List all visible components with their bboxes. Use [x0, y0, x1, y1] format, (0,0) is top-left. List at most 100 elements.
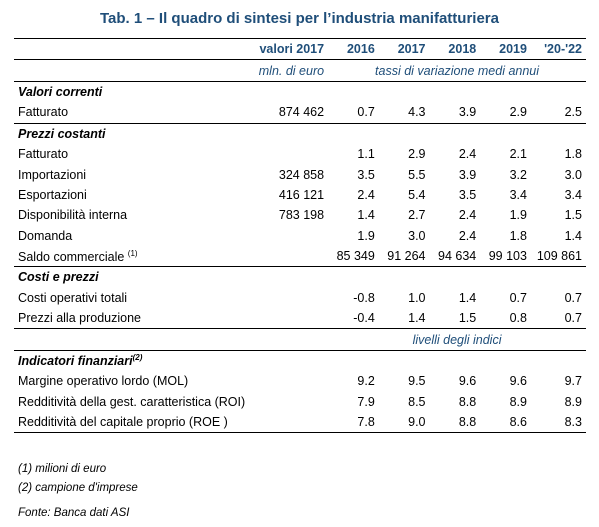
indices-row: livelli degli indici: [14, 328, 586, 351]
row-label: Redditività della gest. caratteristica (…: [18, 394, 246, 409]
row-cell: 1.5: [564, 208, 582, 223]
table-row: Redditività della gest. caratteristica (…: [14, 392, 586, 412]
row-label: Margine operativo lordo (MOL): [18, 374, 189, 389]
row-cell: 2.9: [480, 102, 531, 124]
units-row: mln. di euro tassi di variazione medi an…: [14, 59, 586, 82]
row-value: [249, 392, 328, 412]
section-row: Indicatori finanziari(2): [14, 350, 586, 371]
row-label: Importazioni: [18, 167, 87, 182]
section-valori-correnti: Valori correnti: [18, 84, 103, 99]
row-cell: -0.8: [353, 290, 375, 305]
row-label: Fatturato: [18, 147, 69, 162]
row-cell: 1.4: [357, 208, 375, 223]
row-label-text: Saldo commerciale: [18, 249, 125, 264]
header-year: 2018: [429, 37, 481, 61]
note-2: (2) campione d'imprese: [18, 482, 138, 494]
header-year: '20-'22: [530, 37, 586, 61]
table-row: Prezzi alla produzione -0.4 1.4 1.5 0.8 0.7: [14, 308, 586, 330]
row-cell: 8.8: [458, 394, 477, 409]
section-indicatori-label: Indicatori finanziari: [18, 354, 133, 369]
header-year: 2017: [378, 37, 430, 61]
row-label: Redditività del capitale proprio (ROE ): [14, 412, 250, 434]
section-indicatori: Indicatori finanziari(2): [14, 350, 586, 371]
header-year: 2019: [480, 37, 531, 61]
row-label: Saldo commerciale (1): [14, 245, 250, 268]
row-cell: 9.0: [378, 412, 430, 434]
row-value: [249, 308, 329, 330]
row-cell: 7.9: [357, 394, 375, 409]
row-cell: 5.4: [408, 187, 426, 202]
section-prezzi-costanti: Prezzi costanti: [18, 126, 106, 141]
row-value: 874 462: [249, 102, 329, 124]
row-cell: 8.5: [408, 394, 426, 409]
row-cell: 1.5: [429, 308, 481, 330]
row-cell: 8.9: [509, 394, 527, 409]
row-cell: 4.3: [378, 102, 430, 124]
row-cell: 3.2: [509, 167, 527, 182]
row-cell: -0.4: [328, 308, 379, 330]
header-row: valori 2017 2016 2017 2018 2019 '20-'22: [14, 37, 586, 61]
header-value: valori 2017: [249, 37, 329, 61]
row-cell: 2.5: [530, 102, 586, 124]
row-value: [249, 144, 328, 164]
row-cell: 2.4: [357, 187, 375, 202]
header-year: 2016: [328, 37, 379, 61]
row-cell: 109 861: [530, 245, 586, 268]
section-row: Costi e prezzi: [14, 267, 586, 288]
row-label: Esportazioni: [18, 187, 87, 202]
indices-label: livelli degli indici: [328, 328, 586, 351]
note-1: (1) milioni di euro: [18, 463, 107, 475]
row-cell: 1.4: [458, 290, 477, 305]
row-cell: 3.5: [458, 187, 477, 202]
table-row: Redditività del capitale proprio (ROE ) 7…: [14, 412, 586, 434]
value-unit: mln. di euro: [249, 59, 329, 82]
table-row: Domanda 1.9 3.0 2.4 1.8 1.4: [14, 226, 586, 246]
row-label: Domanda: [18, 228, 73, 243]
row-cell: 2.9: [408, 147, 426, 162]
row-cell: 0.7: [328, 102, 379, 124]
table-row: Margine operativo lordo (MOL) 9.2 9.5 9.6 9.…: [14, 371, 586, 391]
row-cell: 9.7: [564, 374, 582, 389]
header-label: [14, 37, 250, 61]
section-row: Valori correnti: [14, 81, 586, 102]
row-value: [249, 371, 328, 391]
row-label-note: (1): [127, 248, 138, 258]
row-label: Fatturato: [14, 102, 250, 124]
table-row: Saldo commerciale (1) 85 349 91 264 94 634 9…: [14, 245, 586, 268]
table-row: Costi operativi totali -0.8 1.0 1.4 0.7 0.7: [14, 288, 586, 308]
row-cell: 2.4: [458, 228, 477, 243]
section-indicatori-note: (2): [132, 353, 143, 363]
row-cell: 9.6: [509, 374, 527, 389]
row-cell: 94 634: [429, 245, 481, 268]
row-cell: 5.5: [408, 167, 426, 182]
row-cell: 8.3: [530, 412, 586, 434]
row-cell: 3.4: [509, 187, 527, 202]
row-value: [249, 288, 328, 308]
row-cell: 2.7: [408, 208, 426, 223]
row-cell: 0.7: [530, 308, 586, 330]
source: Fonte: Banca dati ASI: [18, 507, 130, 519]
rates-unit: tassi di variazione medi annui: [328, 59, 586, 82]
section-costi-prezzi: Costi e prezzi: [18, 270, 99, 285]
summary-table: valori 2017 2016 2017 2018 2019 '20-'22 …: [14, 37, 586, 434]
row-cell: 1.1: [357, 147, 375, 162]
row-cell: 9.5: [408, 374, 426, 389]
row-cell: 9.2: [357, 374, 375, 389]
row-cell: 7.8: [328, 412, 379, 434]
row-cell: 99 103: [480, 245, 531, 268]
row-cell: 1.4: [564, 228, 582, 243]
row-cell: 3.0: [564, 167, 582, 182]
row-cell: 1.8: [564, 147, 582, 162]
notes: (1) milioni di euro (2) campione d'impre…: [18, 460, 138, 498]
row-cell: 0.7: [564, 290, 582, 305]
row-cell: 2.4: [458, 208, 477, 223]
row-cell: 3.9: [458, 167, 477, 182]
row-label: Costi operativi totali: [18, 290, 128, 305]
table-row: Fatturato 1.1 2.9 2.4 2.1 1.8: [14, 144, 586, 164]
row-value: 783 198: [278, 208, 325, 223]
row-cell: 3.0: [408, 228, 426, 243]
row-cell: 8.8: [429, 412, 481, 434]
row-cell: 2.4: [458, 147, 477, 162]
row-cell: 2.1: [509, 147, 527, 162]
row-cell: 1.9: [357, 228, 375, 243]
